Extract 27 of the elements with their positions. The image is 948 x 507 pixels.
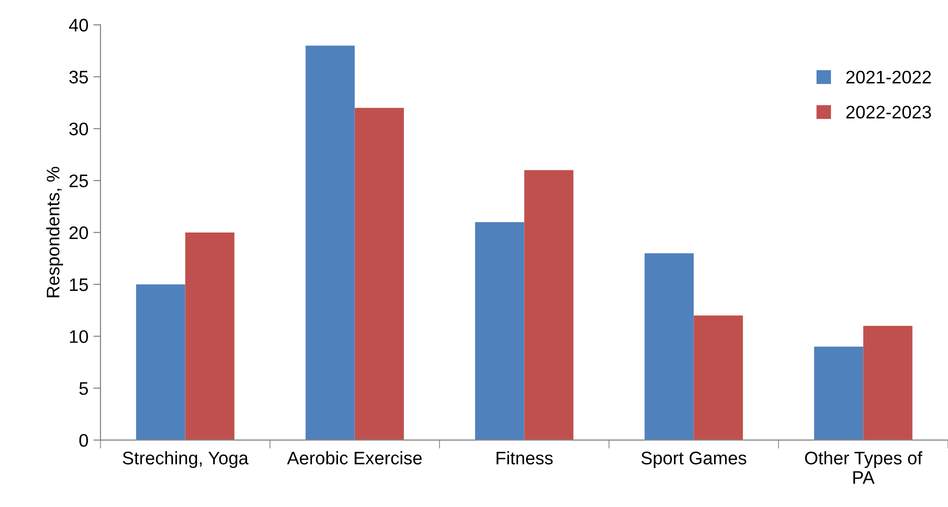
bar	[306, 46, 355, 440]
y-tick-label: 40	[69, 18, 88, 32]
x-tick-label: Sport Games	[641, 452, 746, 468]
y-tick-label: 20	[70, 226, 88, 240]
bar	[694, 316, 743, 440]
y-tick-label: 15	[70, 278, 88, 292]
x-tick-label: Other Types of PA	[805, 451, 922, 484]
bar	[354, 108, 404, 440]
y-tick-label: 30	[69, 122, 88, 136]
bar	[814, 346, 864, 440]
bar	[185, 232, 234, 440]
y-tick-label: 5	[79, 382, 88, 395]
legend-label: 2021-2022	[846, 70, 931, 84]
y-tick-label: 35	[69, 70, 88, 84]
x-tick-label: Aerobic Exercise	[287, 451, 422, 464]
x-tick-label: Streching, Yoga	[122, 451, 248, 468]
bar	[136, 284, 186, 440]
y-tick-label: 0	[79, 434, 88, 447]
bar	[524, 170, 574, 440]
legend-label: 2022-2023	[846, 106, 931, 118]
bar	[863, 326, 912, 440]
y-tick-label: 10	[70, 330, 88, 343]
y-tick-label: 25	[70, 174, 88, 188]
y-axis-title: Respondents, %	[46, 166, 64, 298]
x-tick-label: Fitness	[496, 451, 553, 464]
bar	[475, 222, 524, 440]
bar	[644, 253, 694, 440]
